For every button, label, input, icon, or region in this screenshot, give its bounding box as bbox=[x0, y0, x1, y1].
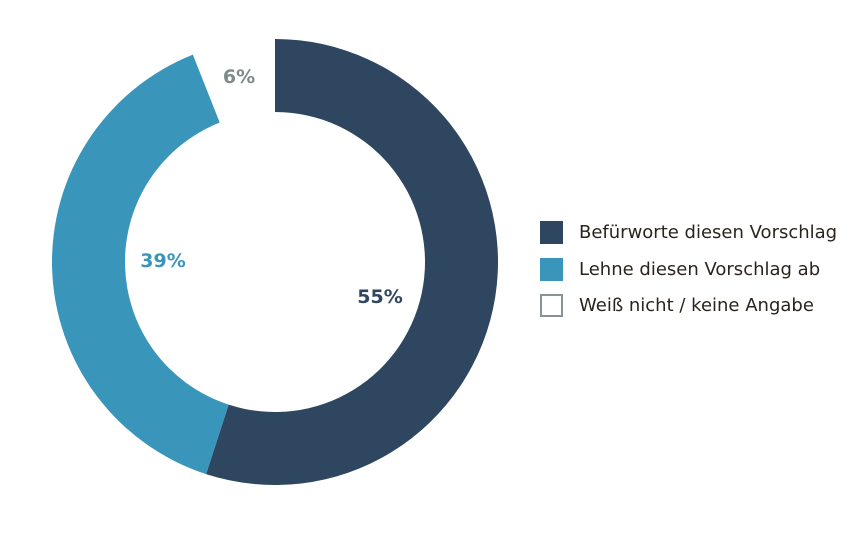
data-label-1: 39% bbox=[140, 250, 185, 272]
donut-slice-2 bbox=[192, 39, 275, 123]
legend-label: Weiß nicht / keine Angabe bbox=[579, 294, 814, 316]
donut-slice-1 bbox=[51, 54, 229, 475]
donut-slice-0 bbox=[206, 39, 498, 485]
legend-swatch bbox=[540, 257, 563, 281]
legend-item-lehne-ab: Lehne diesen Vorschlag ab bbox=[540, 257, 820, 281]
data-label-2: 6% bbox=[223, 66, 255, 88]
legend-label: Lehne diesen Vorschlag ab bbox=[579, 258, 821, 280]
legend-item-befuerworte: Befürworte diesen Vorschlag bbox=[540, 220, 837, 244]
legend-swatch bbox=[540, 293, 563, 317]
legend-label: Befürworte diesen Vorschlag bbox=[579, 221, 838, 243]
data-label-0: 55% bbox=[357, 286, 402, 308]
legend-swatch bbox=[540, 220, 563, 244]
legend-item-weiss-nicht: Weiß nicht / keine Angabe bbox=[540, 293, 814, 317]
